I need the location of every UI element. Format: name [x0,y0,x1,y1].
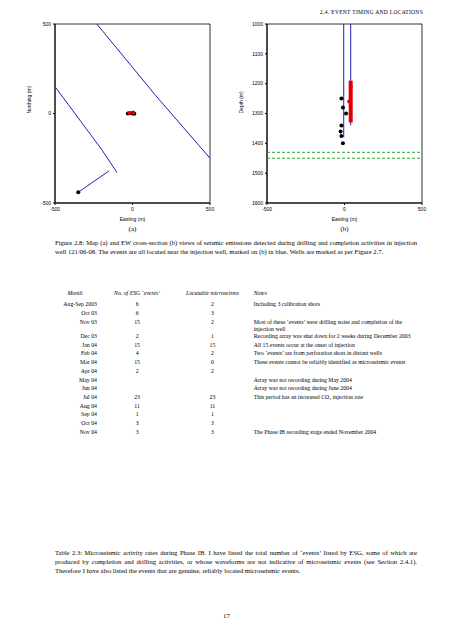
html-text:Month: Month [67,290,83,296]
html-text:Nov 04: Nov 04 [79,428,97,435]
html-text:Mar 04: Mar 04 [80,359,97,366]
html-text:2: 2 [211,367,214,374]
html-text:Sep 04: Sep 04 [81,411,97,418]
html-text:This period has an increased C: This period has an increased CO₂ injecti… [253,393,364,400]
html-text:11: 11 [134,402,140,409]
svg-text:1300: 1300 [252,110,263,116]
html-text:2: 2 [135,367,139,374]
html-text:23: 23 [134,393,140,400]
svg-text:-500: -500 [262,206,272,212]
html-text:Array was not recording during: Array was not recording during June 2004 [253,385,352,392]
svg-text:0: 0 [48,110,51,116]
svg-text:500: 500 [43,21,52,27]
html-text:15: 15 [134,359,140,366]
html-text:Apr 04: Apr 04 [80,367,97,374]
svg-text:0: 0 [131,206,134,212]
html-text:3: 3 [211,428,214,435]
html-text:Aug 04: Aug 04 [79,402,97,409]
html-text:Feb 04: Feb 04 [81,350,97,357]
svg-text:-500: -500 [41,200,51,206]
html-text:Oct 03: Oct 03 [81,309,97,316]
html-text:No. of ESG ‘events’: No. of ESG ‘events’ [114,290,161,296]
svg-text:Easting (m): Easting (m) [332,216,358,222]
html-text:Jun 04: Jun 04 [81,385,97,392]
svg-text:1200: 1200 [252,80,263,86]
html-text:(b): (b) [340,225,349,233]
html-text:Notes: Notes [253,290,267,296]
html-text:2: 2 [211,318,214,325]
html-text:May 04: May 04 [79,376,97,383]
html-text:1: 1 [135,411,139,418]
html-text:Recording array was shut down: Recording array was shut down for 2 week… [253,333,411,339]
html-text:3: 3 [135,428,139,435]
svg-text:Easting (m): Easting (m) [120,216,146,222]
html-text:2: 2 [211,350,214,357]
html-text:2: 2 [135,333,139,339]
html-text:3: 3 [211,309,214,316]
svg-text:500: 500 [418,206,427,212]
html-text:All 15 events occur at the ons: All 15 events occur at the onset of inje… [253,341,355,348]
svg-text:0: 0 [343,206,346,212]
svg-text:1600: 1600 [252,200,263,206]
html-text:Table 2.3: Microseismic activi: Table 2.3: Microseismic activity rates d… [55,549,417,574]
svg-text:Depth (m): Depth (m) [238,91,244,114]
svg-text:1400: 1400 [252,140,263,146]
html-text:2: 2 [211,301,214,308]
html-text:The Phase IB recording stage e: The Phase IB recording stage ended Novem… [253,428,377,435]
html-text:0: 0 [211,359,214,366]
html-text:15: 15 [134,318,140,325]
html-text:Two ‘events’ are from perforat: Two ‘events’ are from perforation shots … [253,350,382,357]
html-text:Including 3 calibration shots: Including 3 calibration shots [253,301,320,308]
html-text:Most of these ‘events’ were dr: Most of these ‘events’ were drilling noi… [253,318,402,332]
svg-text:500: 500 [206,206,215,212]
html-text:Locatable microseisms: Locatable microseisms [185,290,239,296]
html-text:6: 6 [135,309,139,316]
html-text:These events cannot be reliabl: These events cannot be reliably identifi… [253,359,406,366]
html-text:1: 1 [211,333,214,339]
html-text:3: 3 [211,420,214,426]
html-text:Jul 04: Jul 04 [83,393,97,400]
html-text:17: 17 [223,612,230,620]
svg-text:Northing (m): Northing (m) [26,85,32,113]
html-text:2.4. EVENT TIMING AND LOCATION: 2.4. EVENT TIMING AND LOCATIONS [320,9,423,15]
svg-text:-500: -500 [50,206,60,212]
html-text:Oct 04: Oct 04 [81,420,97,426]
html-text:Array was not recording during: Array was not recording during May 2004 [253,376,352,383]
html-text:Dec 03: Dec 03 [80,333,97,339]
html-text:(a): (a) [128,225,137,233]
html-text:11: 11 [209,402,216,409]
html-text:15: 15 [209,341,216,348]
svg-text:1500: 1500 [252,170,263,176]
html-text:6: 6 [135,301,139,308]
svg-text:1100: 1100 [252,51,263,57]
svg-text:1000: 1000 [252,21,263,27]
html-text:Figure 2.8: Map (a) and EW cro: Figure 2.8: Map (a) and EW cross-section… [55,239,417,255]
html-text:3: 3 [135,420,139,426]
html-text:15: 15 [134,341,140,348]
html-text:Aug-Sep 2003: Aug-Sep 2003 [63,301,97,308]
html-text:Jan 04: Jan 04 [82,341,97,348]
html-text:4: 4 [135,350,139,357]
html-text:Nov 03: Nov 03 [79,318,97,325]
html-text:23: 23 [209,393,216,400]
html-text:1: 1 [211,411,214,418]
